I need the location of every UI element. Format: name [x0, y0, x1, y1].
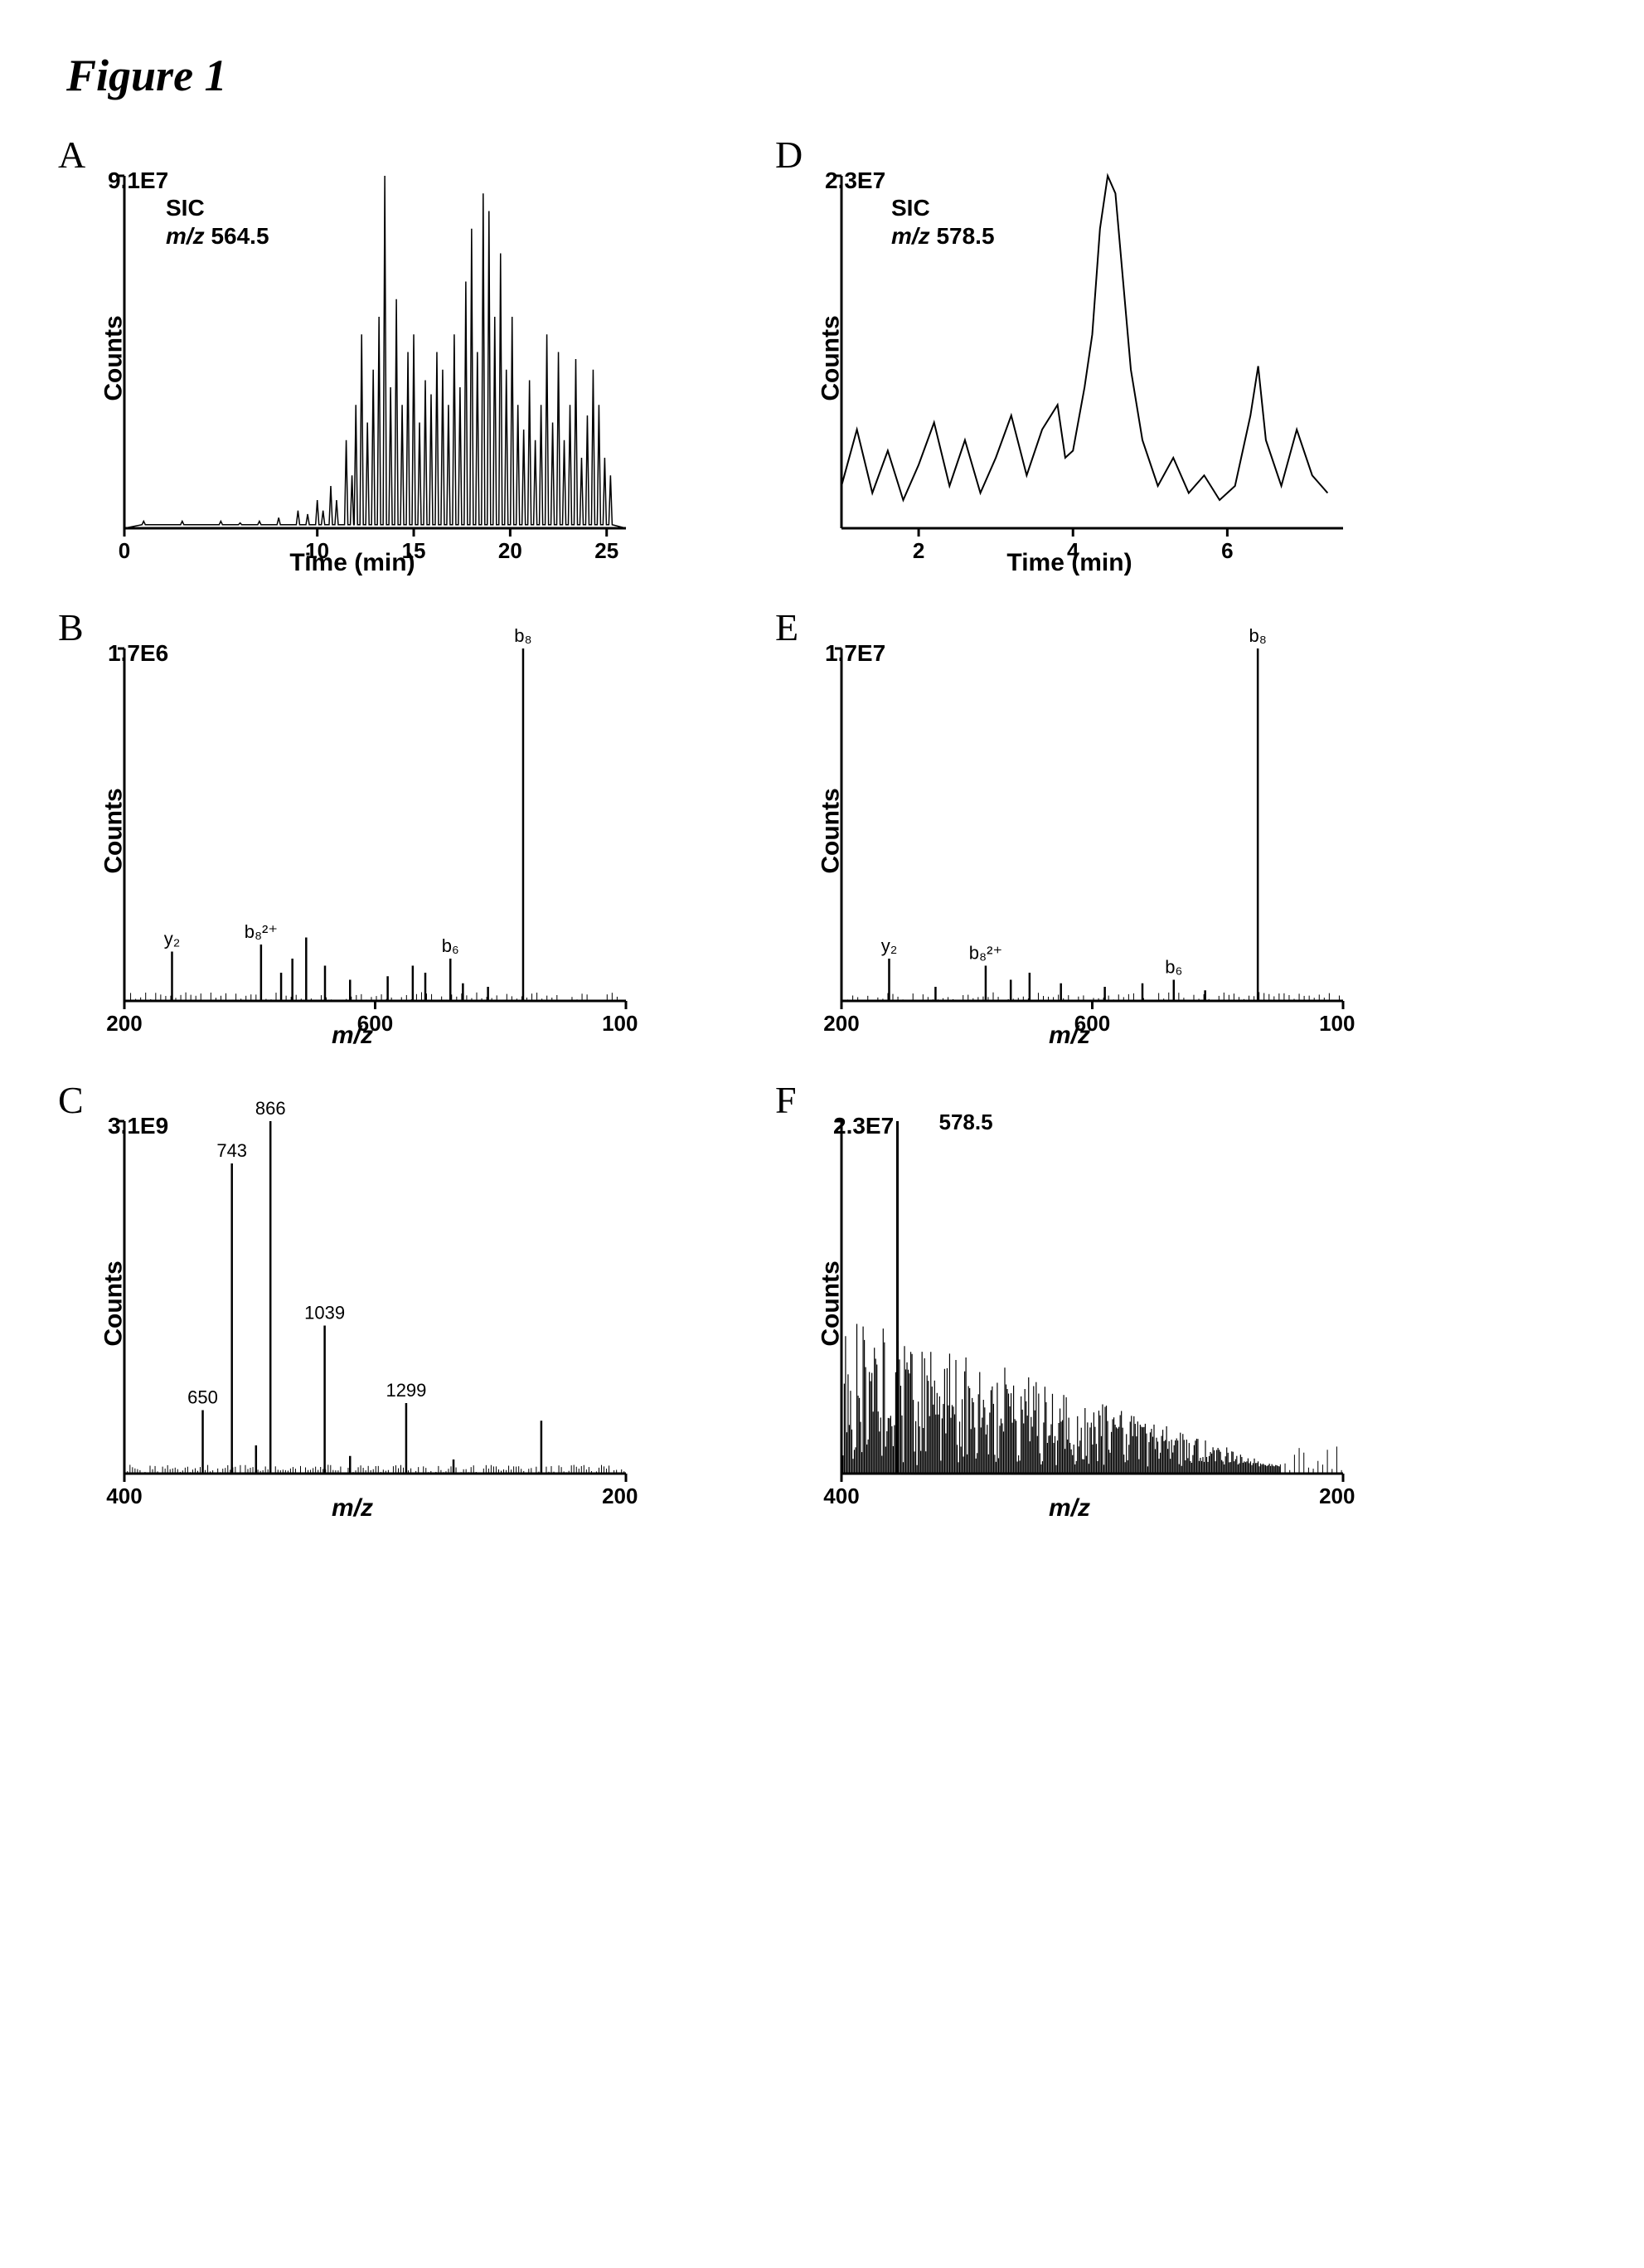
panel-D-inset: SIC m/z 578.5	[891, 194, 995, 250]
svg-text:1299: 1299	[386, 1380, 426, 1401]
panel-A-ylabel: Counts	[100, 315, 129, 401]
panel-D-ylabel: Counts	[817, 315, 846, 401]
panel-B-ylabel: Counts	[100, 788, 129, 873]
figure-title: Figure 1	[66, 50, 1578, 101]
svg-text:200: 200	[106, 1011, 142, 1036]
panel-C-ymax: 3.1E9	[108, 1113, 168, 1139]
panel-A-xlabel: Time (min)	[289, 549, 415, 577]
panel-grid: A 9.1E7 SIC m/z 564.5 010152025 Counts T…	[66, 143, 1393, 1519]
chart-F-wrap: 2.3E7 4002000578.5 Counts m/z	[783, 1088, 1355, 1519]
svg-text:b₈: b₈	[1249, 625, 1266, 646]
svg-text:25: 25	[594, 538, 618, 563]
chart-A-svg: 010152025	[66, 143, 638, 574]
panel-E-ylabel: Counts	[817, 788, 846, 873]
panel-B-xlabel: m/z	[332, 1022, 373, 1050]
svg-text:1039: 1039	[304, 1303, 345, 1323]
svg-text:0: 0	[119, 538, 130, 563]
panel-B: B 1.7E6 2006001000y₂b₈²⁺b₆b₈ Counts m/z	[66, 615, 676, 1047]
panel-C: C 3.1E9 400200065074386610391299 Counts …	[66, 1088, 676, 1519]
chart-A-wrap: 9.1E7 SIC m/z 564.5 010152025 Counts Tim…	[66, 143, 638, 574]
panel-D-inset-line2: m/z 578.5	[891, 223, 995, 249]
svg-text:b₈: b₈	[514, 625, 531, 646]
chart-C-wrap: 3.1E9 400200065074386610391299 Counts m/…	[66, 1088, 638, 1519]
svg-text:2000: 2000	[602, 1484, 638, 1508]
panel-F: F 2.3E7 4002000578.5 Counts m/z	[783, 1088, 1393, 1519]
svg-text:200: 200	[823, 1011, 859, 1036]
panel-D-ymax: 2.3E7	[825, 168, 885, 194]
chart-D-wrap: 2.3E7 SIC m/z 578.5 246 Counts Time (min…	[783, 143, 1355, 574]
panel-C-xlabel: m/z	[332, 1494, 373, 1523]
svg-text:1000: 1000	[602, 1011, 638, 1036]
svg-text:y₂: y₂	[164, 929, 181, 949]
panel-E-xlabel: m/z	[1049, 1022, 1090, 1050]
svg-text:20: 20	[498, 538, 522, 563]
svg-text:b₆: b₆	[442, 935, 459, 956]
svg-text:578.5: 578.5	[938, 1110, 992, 1134]
panel-F-ymax: 2.3E7	[833, 1113, 894, 1139]
panel-C-ylabel: Counts	[100, 1260, 129, 1346]
svg-text:b₆: b₆	[1165, 957, 1182, 978]
chart-E-wrap: 1.7E7 2006001000y₂b₈²⁺b₆b₈ Counts m/z	[783, 615, 1355, 1047]
svg-text:650: 650	[187, 1387, 218, 1408]
chart-D-svg: 246	[783, 143, 1355, 574]
panel-F-ylabel: Counts	[817, 1260, 846, 1346]
panel-A-inset-line2: m/z 564.5	[166, 223, 269, 249]
svg-text:866: 866	[255, 1098, 286, 1119]
panel-D-xlabel: Time (min)	[1006, 549, 1132, 577]
svg-text:2000: 2000	[1319, 1484, 1355, 1508]
svg-text:b₈²⁺: b₈²⁺	[969, 943, 1002, 964]
svg-text:743: 743	[216, 1140, 247, 1161]
svg-text:400: 400	[823, 1484, 859, 1508]
svg-text:y₂: y₂	[881, 935, 898, 956]
svg-text:6: 6	[1221, 538, 1233, 563]
svg-text:400: 400	[106, 1484, 142, 1508]
svg-text:2: 2	[913, 538, 924, 563]
panel-E-ymax: 1.7E7	[825, 640, 885, 667]
panel-A-inset: SIC m/z 564.5	[166, 194, 269, 250]
chart-B-wrap: 1.7E6 2006001000y₂b₈²⁺b₆b₈ Counts m/z	[66, 615, 638, 1047]
chart-F-svg: 400 2000 578.5	[783, 1088, 1355, 1519]
panel-B-ymax: 1.7E6	[108, 640, 168, 667]
svg-text:1000: 1000	[1319, 1011, 1355, 1036]
panel-E: E 1.7E7 2006001000y₂b₈²⁺b₆b₈ Counts m/z	[783, 615, 1393, 1047]
chart-C-svg: 400 2000 650 743 866 1039 1299	[66, 1088, 638, 1519]
chart-B-svg: 2006001000y₂b₈²⁺b₆b₈	[66, 615, 638, 1047]
panel-A-ymax: 9.1E7	[108, 168, 168, 194]
panel-D-inset-line1: SIC	[891, 195, 930, 221]
svg-text:b₈²⁺: b₈²⁺	[245, 921, 278, 942]
panel-A: A 9.1E7 SIC m/z 564.5 010152025 Counts T…	[66, 143, 676, 574]
panel-A-inset-line1: SIC	[166, 195, 205, 221]
chart-E-svg: 2006001000y₂b₈²⁺b₆b₈	[783, 615, 1355, 1047]
panel-D: D 2.3E7 SIC m/z 578.5 246 Counts Time (m…	[783, 143, 1393, 574]
panel-F-xlabel: m/z	[1049, 1494, 1090, 1523]
